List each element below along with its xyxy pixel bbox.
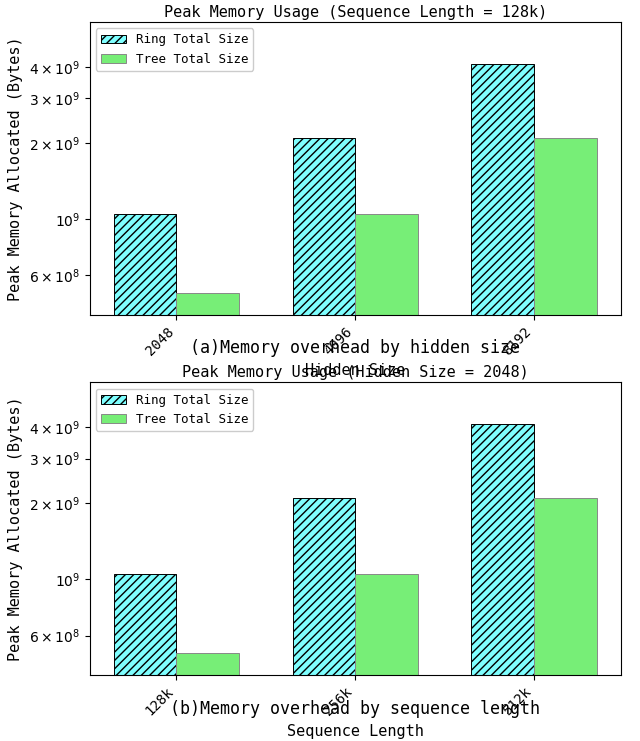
- Bar: [114, 214, 177, 741]
- Y-axis label: Peak Memory Allocated (Bytes): Peak Memory Allocated (Bytes): [8, 36, 23, 301]
- Bar: [177, 293, 239, 741]
- Bar: [472, 425, 534, 741]
- Title: Peak Memory Usage (Hidden Size = 2048): Peak Memory Usage (Hidden Size = 2048): [182, 365, 529, 380]
- Legend: Ring Total Size, Tree Total Size: Ring Total Size, Tree Total Size: [96, 388, 253, 431]
- X-axis label: Sequence Length: Sequence Length: [287, 724, 424, 739]
- X-axis label: Hidden Size: Hidden Size: [305, 363, 405, 379]
- Text: (a)Memory overhead by hidden size: (a)Memory overhead by hidden size: [190, 339, 520, 357]
- Bar: [534, 138, 596, 741]
- Bar: [534, 498, 596, 741]
- Bar: [114, 574, 177, 741]
- Bar: [292, 138, 355, 741]
- Bar: [472, 64, 534, 741]
- Bar: [177, 654, 239, 741]
- Title: Peak Memory Usage (Sequence Length = 128k): Peak Memory Usage (Sequence Length = 128…: [164, 4, 547, 20]
- Bar: [292, 498, 355, 741]
- Y-axis label: Peak Memory Allocated (Bytes): Peak Memory Allocated (Bytes): [8, 396, 23, 661]
- Legend: Ring Total Size, Tree Total Size: Ring Total Size, Tree Total Size: [96, 28, 253, 70]
- Text: (b)Memory overhead by sequence length: (b)Memory overhead by sequence length: [170, 700, 540, 717]
- Bar: [355, 214, 418, 741]
- Bar: [355, 574, 418, 741]
